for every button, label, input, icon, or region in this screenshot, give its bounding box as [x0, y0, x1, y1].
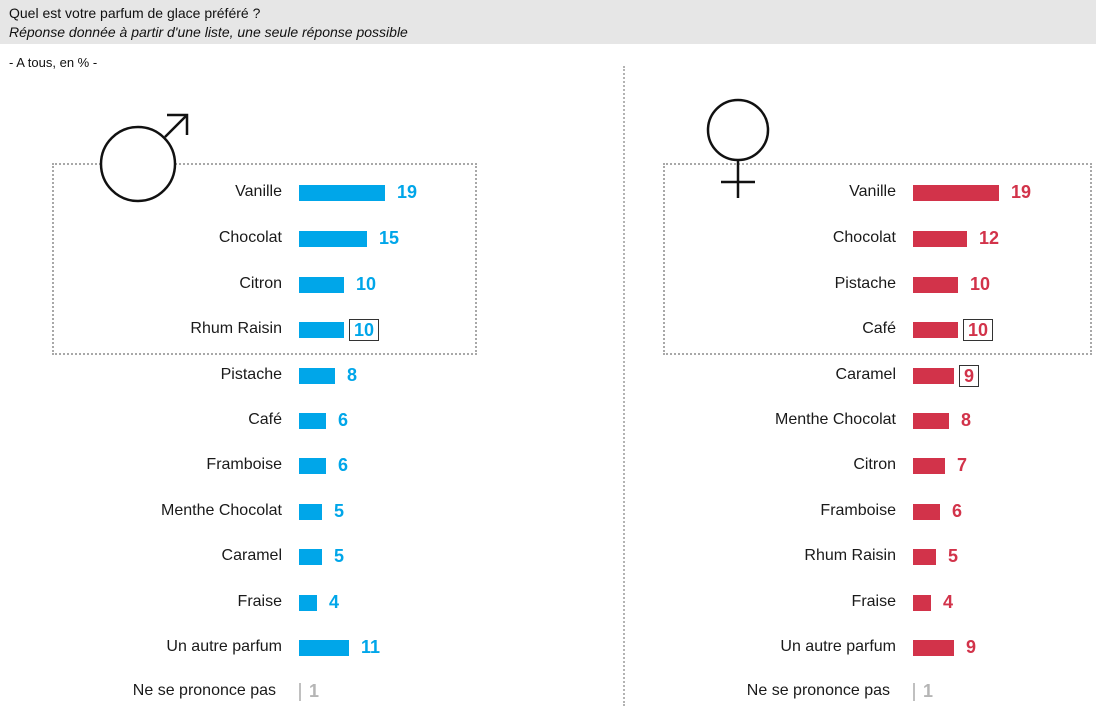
male-category-label: Citron [239, 275, 282, 292]
female-value-label: 9 [959, 365, 980, 387]
male-bar [299, 368, 335, 384]
female-bar [913, 277, 958, 293]
male-category-label: Un autre parfum [166, 638, 282, 655]
female-top4-box [663, 163, 1092, 355]
female-category-label: Café [862, 320, 896, 337]
female-bar [913, 504, 940, 520]
female-bar [913, 413, 949, 429]
male-bar [299, 595, 317, 611]
male-bar [299, 504, 322, 520]
male-value-label: 8 [347, 365, 358, 385]
female-category-label: Ne se prononce pas [746, 682, 890, 699]
panel-divider [623, 66, 625, 706]
female-value-label: 19 [1011, 182, 1032, 202]
female-symbol-icon [706, 98, 770, 198]
male-category-label: Rhum Raisin [190, 320, 282, 337]
male-value-label: 4 [329, 592, 340, 612]
question-title: Quel est votre parfum de glace préféré ? [9, 5, 261, 21]
male-category-label: Pistache [220, 366, 282, 383]
male-bar [299, 185, 385, 201]
male-category-label: Caramel [221, 547, 282, 564]
male-bar [299, 413, 326, 429]
male-category-label: Framboise [206, 456, 282, 473]
male-bar [299, 549, 322, 565]
female-value-label: 8 [961, 410, 972, 430]
female-bar [913, 368, 954, 384]
female-bar [913, 185, 999, 201]
male-bar [299, 231, 367, 247]
male-category-label: Chocolat [218, 229, 282, 246]
male-value-label: 11 [361, 637, 381, 657]
male-symbol-icon [99, 113, 189, 203]
male-category-label: Vanille [235, 183, 282, 200]
female-category-label: Citron [853, 456, 896, 473]
female-bar [913, 683, 915, 701]
male-value-label: 5 [334, 546, 345, 566]
male-top4-box [52, 163, 477, 355]
male-value-label: 19 [397, 182, 418, 202]
female-value-label: 1 [923, 681, 934, 701]
female-value-label: 10 [963, 319, 994, 341]
female-bar [913, 549, 936, 565]
female-category-label: Un autre parfum [780, 638, 896, 655]
male-value-label: 1 [309, 681, 320, 701]
female-category-label: Pistache [834, 275, 896, 292]
male-value-label: 6 [338, 455, 349, 475]
female-value-label: 10 [970, 274, 991, 294]
question-header: Quel est votre parfum de glace préféré ?… [0, 0, 1096, 44]
female-value-label: 7 [957, 455, 968, 475]
female-bar [913, 595, 931, 611]
female-bar [913, 458, 945, 474]
female-bar [913, 640, 954, 656]
male-value-label: 10 [356, 274, 377, 294]
male-bar [299, 640, 349, 656]
female-category-label: Framboise [820, 502, 896, 519]
female-category-label: Rhum Raisin [804, 547, 896, 564]
female-value-label: 5 [948, 546, 959, 566]
male-value-label: 6 [338, 410, 349, 430]
male-value-label: 10 [349, 319, 380, 341]
male-category-label: Menthe Chocolat [161, 502, 282, 519]
female-bar [913, 231, 967, 247]
female-bar [913, 322, 958, 338]
female-category-label: Chocolat [832, 229, 896, 246]
male-bar [299, 683, 301, 701]
male-value-label: 5 [334, 501, 345, 521]
male-category-label: Ne se prononce pas [132, 682, 276, 699]
female-value-label: 12 [979, 228, 1000, 248]
male-bar [299, 458, 326, 474]
female-value-label: 9 [966, 637, 977, 657]
base-note: - A tous, en % - [9, 55, 98, 70]
male-value-label: 15 [379, 228, 400, 248]
female-category-label: Menthe Chocolat [775, 411, 896, 428]
male-category-label: Café [248, 411, 282, 428]
male-bar [299, 277, 344, 293]
question-subtitle: Réponse donnée à partir d'une liste, une… [9, 24, 408, 40]
male-bar [299, 322, 344, 338]
female-category-label: Caramel [835, 366, 896, 383]
female-value-label: 6 [952, 501, 963, 521]
female-category-label: Vanille [849, 183, 896, 200]
male-category-label: Fraise [237, 593, 282, 610]
female-value-label: 4 [943, 592, 954, 612]
female-category-label: Fraise [851, 593, 896, 610]
